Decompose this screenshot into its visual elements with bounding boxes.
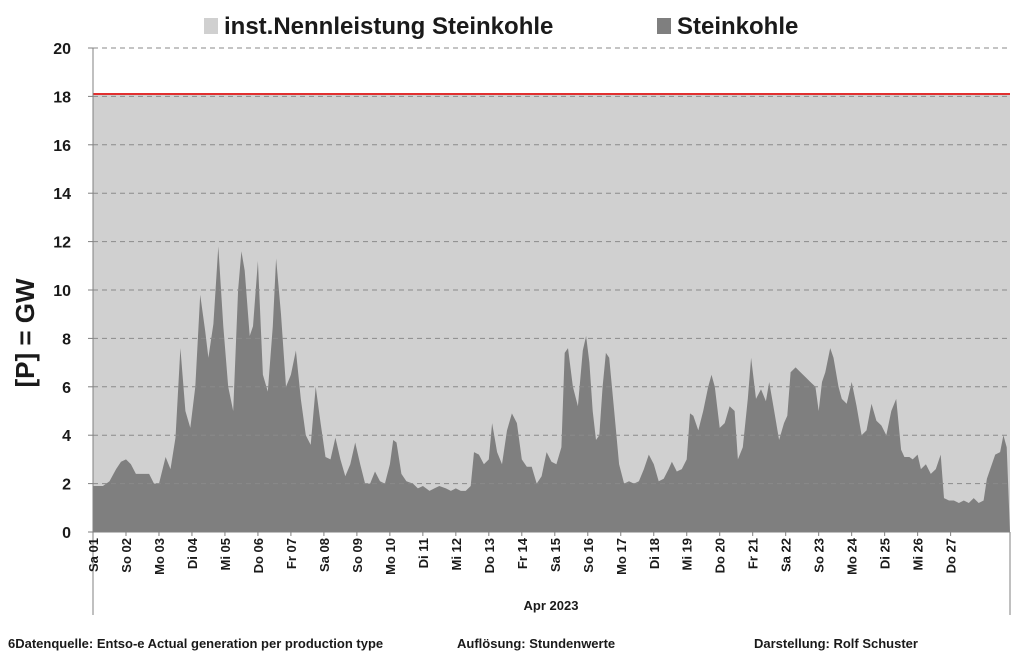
x-tick-label: Di 18 bbox=[647, 538, 662, 569]
gridlines bbox=[93, 47, 1010, 485]
x-tick-label: Fr 21 bbox=[746, 538, 761, 569]
footer-resolution: Auflösung: Stundenwerte bbox=[457, 636, 615, 651]
y-tick-label: 12 bbox=[53, 235, 71, 252]
x-tick-label: Do 06 bbox=[251, 538, 266, 573]
x-tick-label: So 02 bbox=[119, 538, 134, 573]
x-tick-label: Sa 08 bbox=[317, 538, 332, 572]
x-tick-label: Mi 05 bbox=[218, 538, 233, 571]
axes: 0 2 4 6 8 10 12 14 16 18 20 Sa 01 So 02 Mo 03 Di 04 Mi … bbox=[53, 41, 1011, 615]
x-tick-label: So 09 bbox=[350, 538, 365, 573]
y-axis-title: [P] = GW bbox=[10, 278, 40, 388]
x-tick-label: Mo 17 bbox=[614, 538, 629, 575]
plot-area bbox=[93, 93, 1010, 532]
y-tick-label: 18 bbox=[53, 89, 71, 106]
y-tick-label: 4 bbox=[62, 428, 71, 445]
x-axis-title: Apr 2023 bbox=[524, 598, 579, 613]
y-tick-label: 0 bbox=[62, 525, 71, 542]
x-tick-label: Mo 03 bbox=[152, 538, 167, 575]
y-tick-label: 6 bbox=[62, 380, 71, 397]
legend-label-steinkohle: Steinkohle bbox=[677, 13, 798, 40]
x-tick-label: Sa 15 bbox=[548, 538, 563, 572]
y-tick-label: 20 bbox=[53, 41, 71, 58]
footer-author: Darstellung: Rolf Schuster bbox=[754, 636, 918, 651]
x-tick-label: Di 25 bbox=[878, 538, 893, 569]
x-tick-label: Mo 10 bbox=[383, 538, 398, 575]
x-tick-label: Do 13 bbox=[482, 538, 497, 573]
y-tick-label: 10 bbox=[53, 283, 71, 300]
legend: inst.Nennleistung Steinkohle Steinkohle bbox=[204, 13, 798, 40]
legend-swatch-capacity bbox=[204, 18, 218, 34]
y-tick-label: 14 bbox=[53, 186, 71, 203]
x-tick-label: Mi 12 bbox=[449, 538, 464, 571]
y-tick-label: 16 bbox=[53, 138, 71, 155]
x-tick-label: Fr 07 bbox=[284, 538, 299, 569]
x-tick-label: Di 11 bbox=[416, 538, 431, 568]
y-tick-label: 2 bbox=[62, 477, 71, 494]
footer-source: 6Datenquelle: Entso-e Actual generation … bbox=[8, 636, 383, 651]
x-tick-label: Mo 24 bbox=[845, 537, 860, 575]
x-tick-label: Do 20 bbox=[713, 538, 728, 573]
x-tick-label: Di 04 bbox=[185, 537, 200, 569]
x-tick-label: Fr 14 bbox=[515, 537, 530, 569]
y-tick-label: 8 bbox=[62, 331, 71, 348]
legend-label-capacity: inst.Nennleistung Steinkohle bbox=[224, 13, 553, 40]
x-tick-label: Mi 26 bbox=[911, 538, 926, 571]
x-tick-label: So 16 bbox=[581, 538, 596, 573]
x-tick-label: Sa 22 bbox=[779, 538, 794, 572]
steinkohle-area bbox=[93, 246, 1010, 532]
x-tick-label: Do 27 bbox=[944, 538, 959, 573]
x-tick-label: Sa 01 bbox=[86, 538, 101, 572]
legend-swatch-steinkohle bbox=[657, 18, 671, 34]
x-tick-label: Mi 19 bbox=[680, 538, 695, 571]
x-tick-label: So 23 bbox=[812, 538, 827, 573]
footer: 6Datenquelle: Entso-e Actual generation … bbox=[8, 636, 918, 651]
